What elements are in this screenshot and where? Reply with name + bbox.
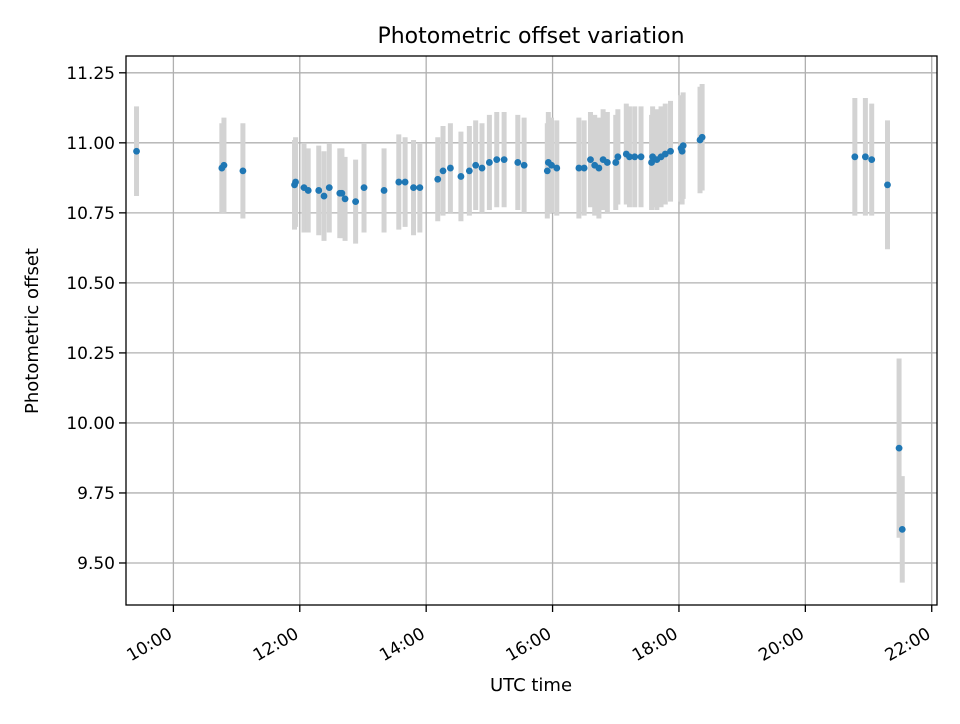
data-point <box>543 167 551 175</box>
data-point <box>548 161 555 169</box>
data-point <box>631 153 639 161</box>
data-point <box>292 178 299 186</box>
data-point <box>338 189 346 197</box>
data-point <box>553 164 561 172</box>
x-tick-label: 12:00 <box>250 624 302 666</box>
data-point <box>580 164 588 172</box>
data-point <box>341 195 349 203</box>
x-axis-label: UTC time <box>490 675 572 696</box>
x-tick-label: 10:00 <box>123 624 175 666</box>
data-point <box>325 184 333 192</box>
x-tick-label: 18:00 <box>629 624 681 666</box>
data-point <box>239 167 247 175</box>
data-point <box>514 159 522 166</box>
grid-lines <box>126 56 937 605</box>
data-point <box>884 181 891 189</box>
data-points <box>133 133 906 533</box>
y-tick-label: 10.25 <box>66 344 115 364</box>
data-point <box>315 187 323 194</box>
data-point <box>360 184 368 192</box>
data-point <box>698 133 706 141</box>
data-point <box>895 444 903 452</box>
y-tick-label: 11.25 <box>66 64 115 84</box>
data-point <box>416 184 424 192</box>
data-point <box>637 153 645 161</box>
data-point <box>626 153 633 161</box>
data-point <box>410 184 417 192</box>
data-point <box>352 198 360 206</box>
data-point <box>868 156 876 164</box>
data-point <box>898 525 906 533</box>
chart-title: Photometric offset variation <box>377 24 684 49</box>
data-point <box>472 161 480 169</box>
data-point <box>679 142 687 150</box>
data-point <box>661 150 669 158</box>
data-point <box>861 153 869 161</box>
x-tick-label: 14:00 <box>376 624 428 666</box>
error-bars <box>134 84 905 583</box>
data-point <box>439 167 447 175</box>
x-tick-label: 20:00 <box>755 624 807 666</box>
data-point <box>133 147 140 155</box>
data-point <box>575 164 583 172</box>
data-point <box>380 187 388 194</box>
plot-frame <box>125 55 938 606</box>
data-point <box>493 156 501 164</box>
data-point <box>220 161 228 169</box>
data-point <box>500 156 508 164</box>
data-point <box>395 178 403 186</box>
data-point <box>447 164 454 172</box>
data-point <box>478 164 486 172</box>
y-axis-ticks: 9.50 9.75 10.00 10.25 10.50 10.75 11.00 11.25 <box>66 64 126 574</box>
data-point <box>320 192 328 200</box>
y-tick-label: 10.75 <box>66 204 115 224</box>
x-tick-label: 22:00 <box>882 624 934 666</box>
data-point <box>667 147 674 155</box>
x-tick-label: 16:00 <box>503 624 555 666</box>
y-tick-label: 9.50 <box>77 554 115 574</box>
data-point <box>648 159 655 166</box>
y-axis-label: Photometric offset <box>22 248 43 414</box>
data-point <box>457 173 465 180</box>
y-tick-label: 10.00 <box>66 414 115 434</box>
data-point <box>485 159 493 166</box>
data-point <box>401 178 409 186</box>
data-point <box>614 153 622 161</box>
y-tick-label: 10.50 <box>66 274 115 294</box>
data-point <box>612 159 620 166</box>
data-point <box>434 175 442 183</box>
data-point <box>678 147 686 155</box>
data-point <box>603 159 611 166</box>
x-axis-ticks: 10:00 12:00 14:00 16:00 18:00 20:00 22:00 <box>123 605 934 666</box>
y-tick-label: 11.00 <box>66 134 115 154</box>
data-point <box>304 187 312 194</box>
y-tick-label: 9.75 <box>77 484 115 504</box>
data-point <box>851 153 859 161</box>
data-point <box>595 164 603 172</box>
data-point <box>465 167 473 175</box>
data-point <box>587 156 594 164</box>
data-point <box>520 161 528 169</box>
